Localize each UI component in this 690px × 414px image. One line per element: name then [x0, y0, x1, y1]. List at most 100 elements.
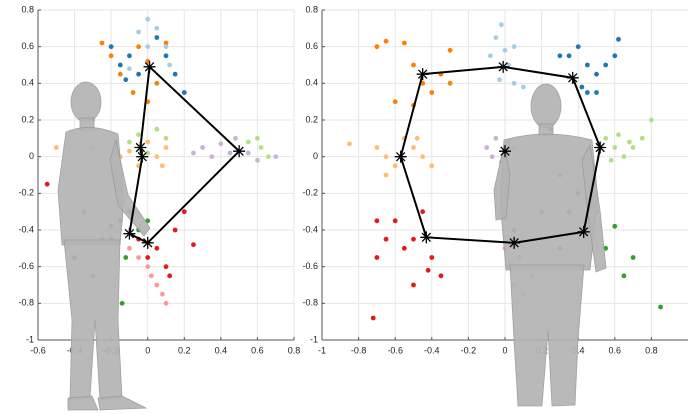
scatter-point [167, 63, 172, 68]
scatter-point [218, 141, 223, 146]
x-tick-label: -0.2 [461, 345, 477, 355]
scatter-point [493, 136, 498, 141]
scatter-point [154, 127, 159, 132]
y-tick-label: 0.2 [305, 114, 318, 124]
scatter-point [622, 273, 627, 278]
scatter-point [109, 44, 114, 49]
star-marker [594, 142, 606, 154]
scatter-point [191, 242, 196, 247]
star-marker [395, 151, 407, 163]
scatter-point [160, 292, 165, 297]
y-tick-label: 0 [29, 151, 34, 161]
legs [64, 240, 122, 400]
scatter-point [123, 255, 128, 260]
scatter-point [347, 141, 352, 146]
scatter-point [497, 77, 502, 82]
scatter-point [631, 255, 636, 260]
scatter-point [123, 77, 128, 82]
y-tick-label: 0.6 [21, 41, 34, 51]
x-tick-label: -0.6 [387, 345, 403, 355]
scatter-point [120, 301, 125, 306]
x-tick-label: 0.4 [215, 345, 228, 355]
x-tick-label: 0.6 [609, 345, 622, 355]
scatter-point [512, 81, 517, 86]
figure: -0.6 -0.4 -0.2 0 0.2 0.4 0.6 0.8 -1 -0.8 -0.6 -0.4 -… [0, 0, 690, 414]
scatter-point [255, 136, 260, 141]
y-tick-label: 0.2 [21, 114, 34, 124]
y-tick-label: -0.2 [18, 188, 34, 198]
scatter-point [266, 154, 271, 159]
scatter-point [393, 99, 398, 104]
scatter-point [182, 90, 187, 95]
scatter-point [191, 151, 196, 156]
scatter-point [521, 85, 526, 90]
scatter-point [658, 305, 663, 310]
legs [510, 265, 584, 406]
scatter-point [145, 44, 150, 49]
scatter-point [439, 273, 444, 278]
scatter-point [612, 224, 617, 229]
scatter-point [384, 173, 389, 178]
scatter-point [246, 151, 251, 156]
scatter-point [136, 255, 141, 260]
feet [68, 396, 146, 410]
scatter-point [448, 81, 453, 86]
star-marker [144, 61, 156, 73]
y-tick-label: -1 [310, 334, 318, 344]
human-figure-right [494, 84, 606, 406]
scatter-point [164, 145, 169, 150]
scatter-point [567, 53, 572, 58]
y-tick-label: -0.8 [302, 298, 318, 308]
scatter-point [54, 145, 59, 150]
scatter-point [371, 316, 376, 321]
x-tick-label: -0.6 [30, 345, 46, 355]
star-marker [233, 145, 245, 157]
scatter-point [375, 255, 380, 260]
scatter-point [154, 26, 159, 31]
scatter-point [118, 72, 123, 77]
scatter-point [393, 163, 398, 168]
scatter-point [503, 48, 508, 53]
scatter-point [127, 66, 132, 71]
y-tick-label: -1 [26, 334, 34, 344]
star-marker [142, 237, 154, 249]
scatter-point [233, 136, 238, 141]
scatter-point [411, 237, 416, 242]
scatter-point [585, 90, 590, 95]
y-tick-label: -0.4 [302, 224, 318, 234]
scatter-point [411, 283, 416, 288]
y-tick-label: 0.8 [21, 4, 34, 14]
scatter-point [609, 158, 614, 163]
x-tick-label: -0.4 [424, 345, 440, 355]
scatter-point [164, 136, 169, 141]
scatter-point [200, 145, 205, 150]
scatter-point [45, 182, 50, 187]
scatter-point [375, 44, 380, 49]
scatter-point [136, 132, 141, 137]
scatter-point [616, 132, 621, 137]
scatter-point [420, 209, 425, 214]
scatter-point [209, 154, 214, 159]
star-marker [134, 142, 146, 154]
scatter-point [426, 268, 431, 273]
scatter-point [164, 53, 169, 58]
scatter-point [499, 22, 504, 27]
scatter-point [375, 218, 380, 223]
scatter-point [411, 145, 416, 150]
y-tick-label: 0 [313, 151, 318, 161]
scatter-point [145, 264, 150, 269]
scatter-point [100, 41, 105, 46]
star-marker [578, 226, 590, 238]
scatter-point [145, 17, 150, 22]
scatter-point [127, 149, 132, 154]
star-marker [508, 237, 520, 249]
scatter-point [154, 154, 159, 159]
scatter-point [579, 85, 584, 90]
scatter-point [164, 44, 169, 49]
star-marker [136, 151, 148, 163]
scatter-point [585, 63, 590, 68]
scatter-point [420, 154, 425, 159]
scatter-point [612, 145, 617, 150]
scatter-point [173, 228, 178, 233]
star-marker [123, 228, 135, 240]
